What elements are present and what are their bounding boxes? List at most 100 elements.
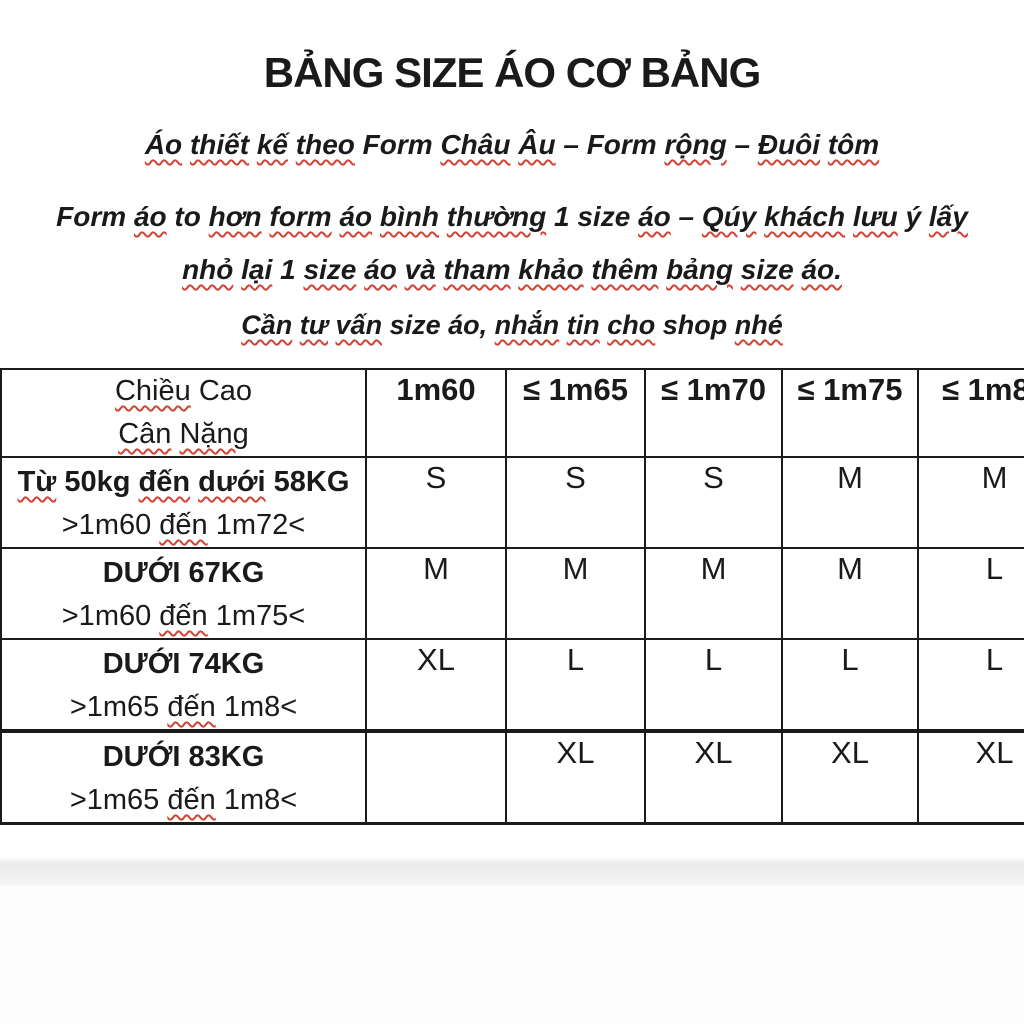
word: 1m8< xyxy=(223,784,298,816)
corner-cell-height-weight: Chiều Cao Cân Nặng xyxy=(0,368,367,458)
size-value: L xyxy=(917,547,1024,640)
word: >1m60 xyxy=(61,509,152,541)
word: DƯỚI xyxy=(102,741,181,773)
row-label-height-range: >1m60 đến 1m75< xyxy=(3,595,364,637)
size-value: M xyxy=(781,456,919,549)
word: size xyxy=(389,310,441,340)
row-label: DƯỚI 83KG >1m65 đến 1m8< xyxy=(0,730,367,825)
size-value: XL xyxy=(781,730,919,825)
word: Cân xyxy=(118,418,172,450)
word: DƯỚI xyxy=(102,557,181,589)
size-value: L xyxy=(505,638,646,733)
word: áo xyxy=(339,201,373,232)
table-row-1: Từ 50kg đến dưới 58KG >1m60 đến 1m72< S S S M… xyxy=(0,456,1024,549)
row-label-weight: Từ 50kg đến dưới 58KG xyxy=(3,459,364,504)
size-value: M xyxy=(644,547,783,640)
word: khách xyxy=(764,201,846,232)
word: áo xyxy=(133,201,167,232)
word: áo, xyxy=(448,310,488,340)
word: – xyxy=(678,201,695,232)
size-value: XL xyxy=(644,730,783,825)
word: 58KG xyxy=(273,466,350,498)
size-value: XL xyxy=(365,638,507,733)
word: Nặng xyxy=(179,418,249,450)
intro-line-size-advice: Form áo to hơn form áo bình thường 1 siz… xyxy=(0,190,1024,296)
word: Âu xyxy=(518,129,556,160)
word: đến xyxy=(159,509,208,541)
intro-line-design-form: Áo thiết kế theo Form Châu Âu – Form rộn… xyxy=(0,124,1024,166)
word: Cần xyxy=(241,310,293,340)
word: Châu xyxy=(440,129,511,160)
size-value: L xyxy=(781,638,919,733)
word: theo xyxy=(295,129,355,160)
word: nhắn xyxy=(494,310,560,340)
word: size xyxy=(303,254,357,285)
word: đến xyxy=(167,784,216,816)
table-row-2: DƯỚI 67KG >1m60 đến 1m75< M M M M L xyxy=(0,547,1024,640)
row-label: DƯỚI 67KG >1m60 đến 1m75< xyxy=(0,547,367,640)
col-header-1: 1m60 xyxy=(365,368,507,458)
word: thiết xyxy=(189,129,250,160)
row-label-weight: DƯỚI 67KG xyxy=(3,550,364,595)
size-value: S xyxy=(365,456,507,549)
word: Qúy xyxy=(701,201,757,232)
size-value: S xyxy=(644,456,783,549)
word: Form xyxy=(56,201,127,232)
word: Form xyxy=(586,129,657,160)
word: tư xyxy=(299,310,329,340)
table-row-3: DƯỚI 74KG >1m65 đến 1m8< XL L L L L xyxy=(0,638,1024,733)
word: 1 xyxy=(554,201,570,232)
page-title: BẢNG SIZE ÁO CƠ BẢNG xyxy=(263,49,762,96)
col-header-2: ≤ 1m65 xyxy=(505,368,646,458)
word: >1m65 xyxy=(69,691,160,723)
word: 74KG xyxy=(188,648,265,680)
word: – xyxy=(563,129,579,160)
word: nhỏ xyxy=(182,254,234,285)
col-header-4: ≤ 1m75 xyxy=(781,368,919,458)
word: size xyxy=(740,254,794,285)
word: tôm xyxy=(827,129,880,160)
size-value xyxy=(365,730,507,825)
word: 1 xyxy=(280,254,296,285)
size-value: L xyxy=(917,638,1024,733)
word: áo xyxy=(638,201,671,232)
word: shop xyxy=(662,310,728,340)
word: 83KG xyxy=(188,741,265,773)
word: áo xyxy=(364,254,397,285)
size-value: L xyxy=(644,638,783,733)
word: 1m72< xyxy=(215,509,306,541)
word: Cao xyxy=(198,375,253,407)
word: DƯỚI xyxy=(102,648,181,680)
word: Áo xyxy=(144,129,183,160)
size-value: XL xyxy=(505,730,646,825)
corner-label-height: Chiều Cao xyxy=(3,371,364,413)
word: >1m65 xyxy=(69,784,160,816)
size-value: M xyxy=(781,547,919,640)
word: rộng xyxy=(664,129,727,160)
size-value: M xyxy=(917,456,1024,549)
word: đến xyxy=(167,691,216,723)
word: lấy xyxy=(928,201,968,232)
word: 67KG xyxy=(188,557,265,589)
word: khảo xyxy=(518,254,584,285)
word: bảng xyxy=(666,254,733,285)
row-label-weight: DƯỚI 74KG xyxy=(3,641,364,686)
word: ý xyxy=(905,201,922,232)
word: nhé xyxy=(734,310,783,340)
word: kế xyxy=(256,129,288,160)
word: to xyxy=(174,201,201,232)
word: 1m75< xyxy=(215,600,306,632)
col-header-5: ≤ 1m80 xyxy=(917,368,1024,458)
word: – xyxy=(734,129,751,160)
word: hơn xyxy=(208,201,262,232)
row-label-height-range: >1m65 đến 1m8< xyxy=(3,686,364,727)
word: thường xyxy=(446,201,547,232)
size-value: M xyxy=(505,547,646,640)
word: tin xyxy=(566,310,600,340)
intro-line-size-advice-a: Form áo to hơn form áo bình thường 1 siz… xyxy=(0,190,1024,243)
word: Từ xyxy=(17,466,57,498)
size-value: XL xyxy=(917,730,1024,825)
row-label-weight: DƯỚI 83KG xyxy=(3,733,364,779)
word: bình xyxy=(379,201,440,232)
row-label: DƯỚI 74KG >1m65 đến 1m8< xyxy=(0,638,367,733)
